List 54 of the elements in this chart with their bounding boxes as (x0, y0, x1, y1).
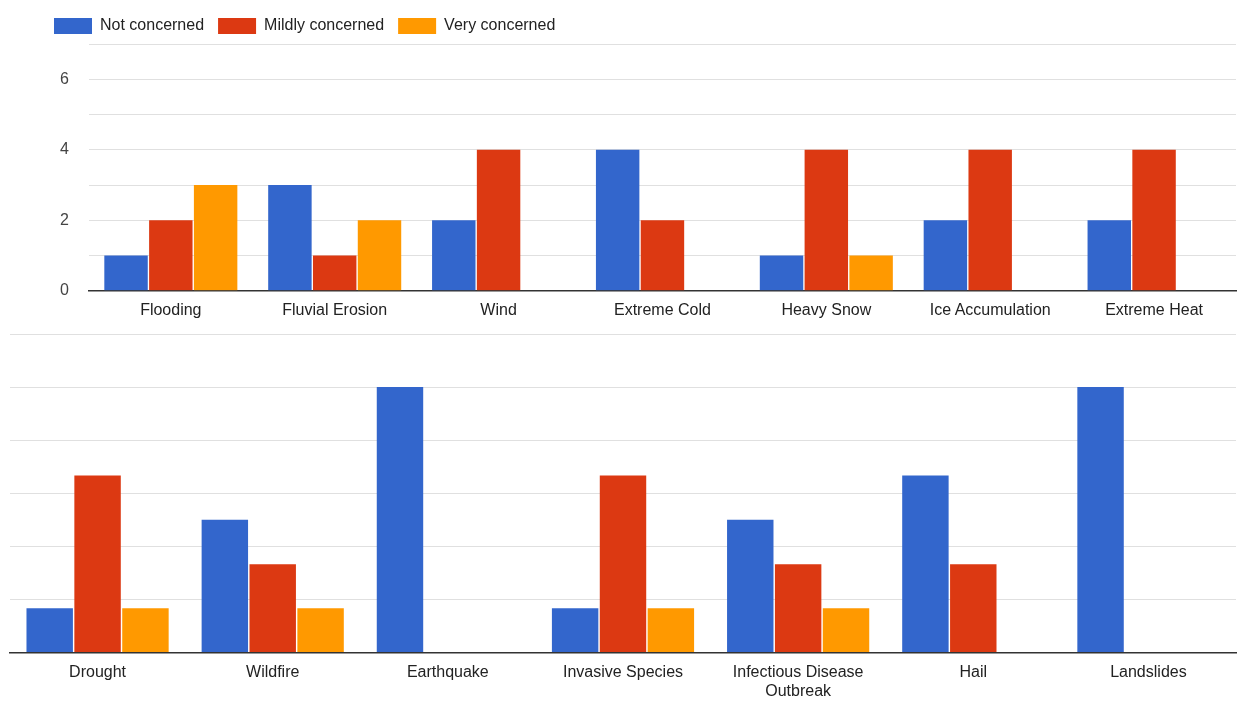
x-tick-label: Flooding (140, 300, 202, 318)
bar (357, 220, 402, 291)
x-tick-label: Wildfire (246, 662, 300, 680)
bar (804, 149, 849, 291)
x-tick-label: Extreme Cold (613, 300, 711, 318)
bar (297, 608, 344, 653)
x-tick-label: Fluvial Erosion (282, 300, 388, 318)
bar (1087, 220, 1131, 291)
x-tick-label: Infectious Disease Outbreak (732, 662, 864, 699)
y-tick-label: 6 (59, 69, 69, 87)
x-tick-label: Extreme Heat (1105, 300, 1204, 318)
bar (759, 255, 804, 291)
bar (849, 255, 893, 291)
bar (26, 608, 73, 653)
bar (647, 608, 695, 653)
bar (476, 149, 521, 291)
bar (149, 220, 193, 291)
legend-label: Not concerned (100, 16, 205, 34)
legend-label: Very concerned (444, 16, 556, 34)
x-tick-label: Landslides (1110, 662, 1187, 680)
bar (201, 519, 249, 653)
bar (268, 185, 312, 291)
y-tick-label: 4 (59, 140, 69, 158)
bar (122, 608, 169, 653)
x-tick-label: Heavy Snow (781, 300, 872, 318)
bar (640, 220, 685, 291)
bar (599, 475, 647, 653)
legend-label: Mildly concerned (264, 16, 385, 34)
bar (104, 255, 148, 291)
bar (432, 220, 476, 291)
y-tick-label: 0 (59, 281, 69, 299)
bar (774, 564, 822, 653)
bar (249, 564, 296, 653)
bar (193, 185, 238, 291)
x-tick-label: Invasive Species (562, 662, 684, 680)
bar (376, 387, 424, 653)
x-tick-label: Drought (69, 662, 127, 680)
bar (950, 564, 997, 653)
bar (551, 608, 599, 653)
x-tick-label: Wind (480, 300, 517, 318)
bar (74, 475, 121, 653)
x-tick-label: Earthquake (406, 662, 489, 680)
bar (312, 255, 357, 291)
x-tick-label: Hail (959, 662, 988, 680)
bar (595, 149, 640, 291)
bar (727, 519, 774, 653)
bar (1077, 387, 1124, 653)
bar (923, 220, 968, 291)
x-tick-label: Ice Accumulation (929, 300, 1051, 318)
bar (822, 608, 870, 653)
y-tick-label: 2 (59, 210, 69, 228)
bar (1132, 149, 1176, 291)
bar (968, 149, 1012, 291)
bar (902, 475, 949, 653)
